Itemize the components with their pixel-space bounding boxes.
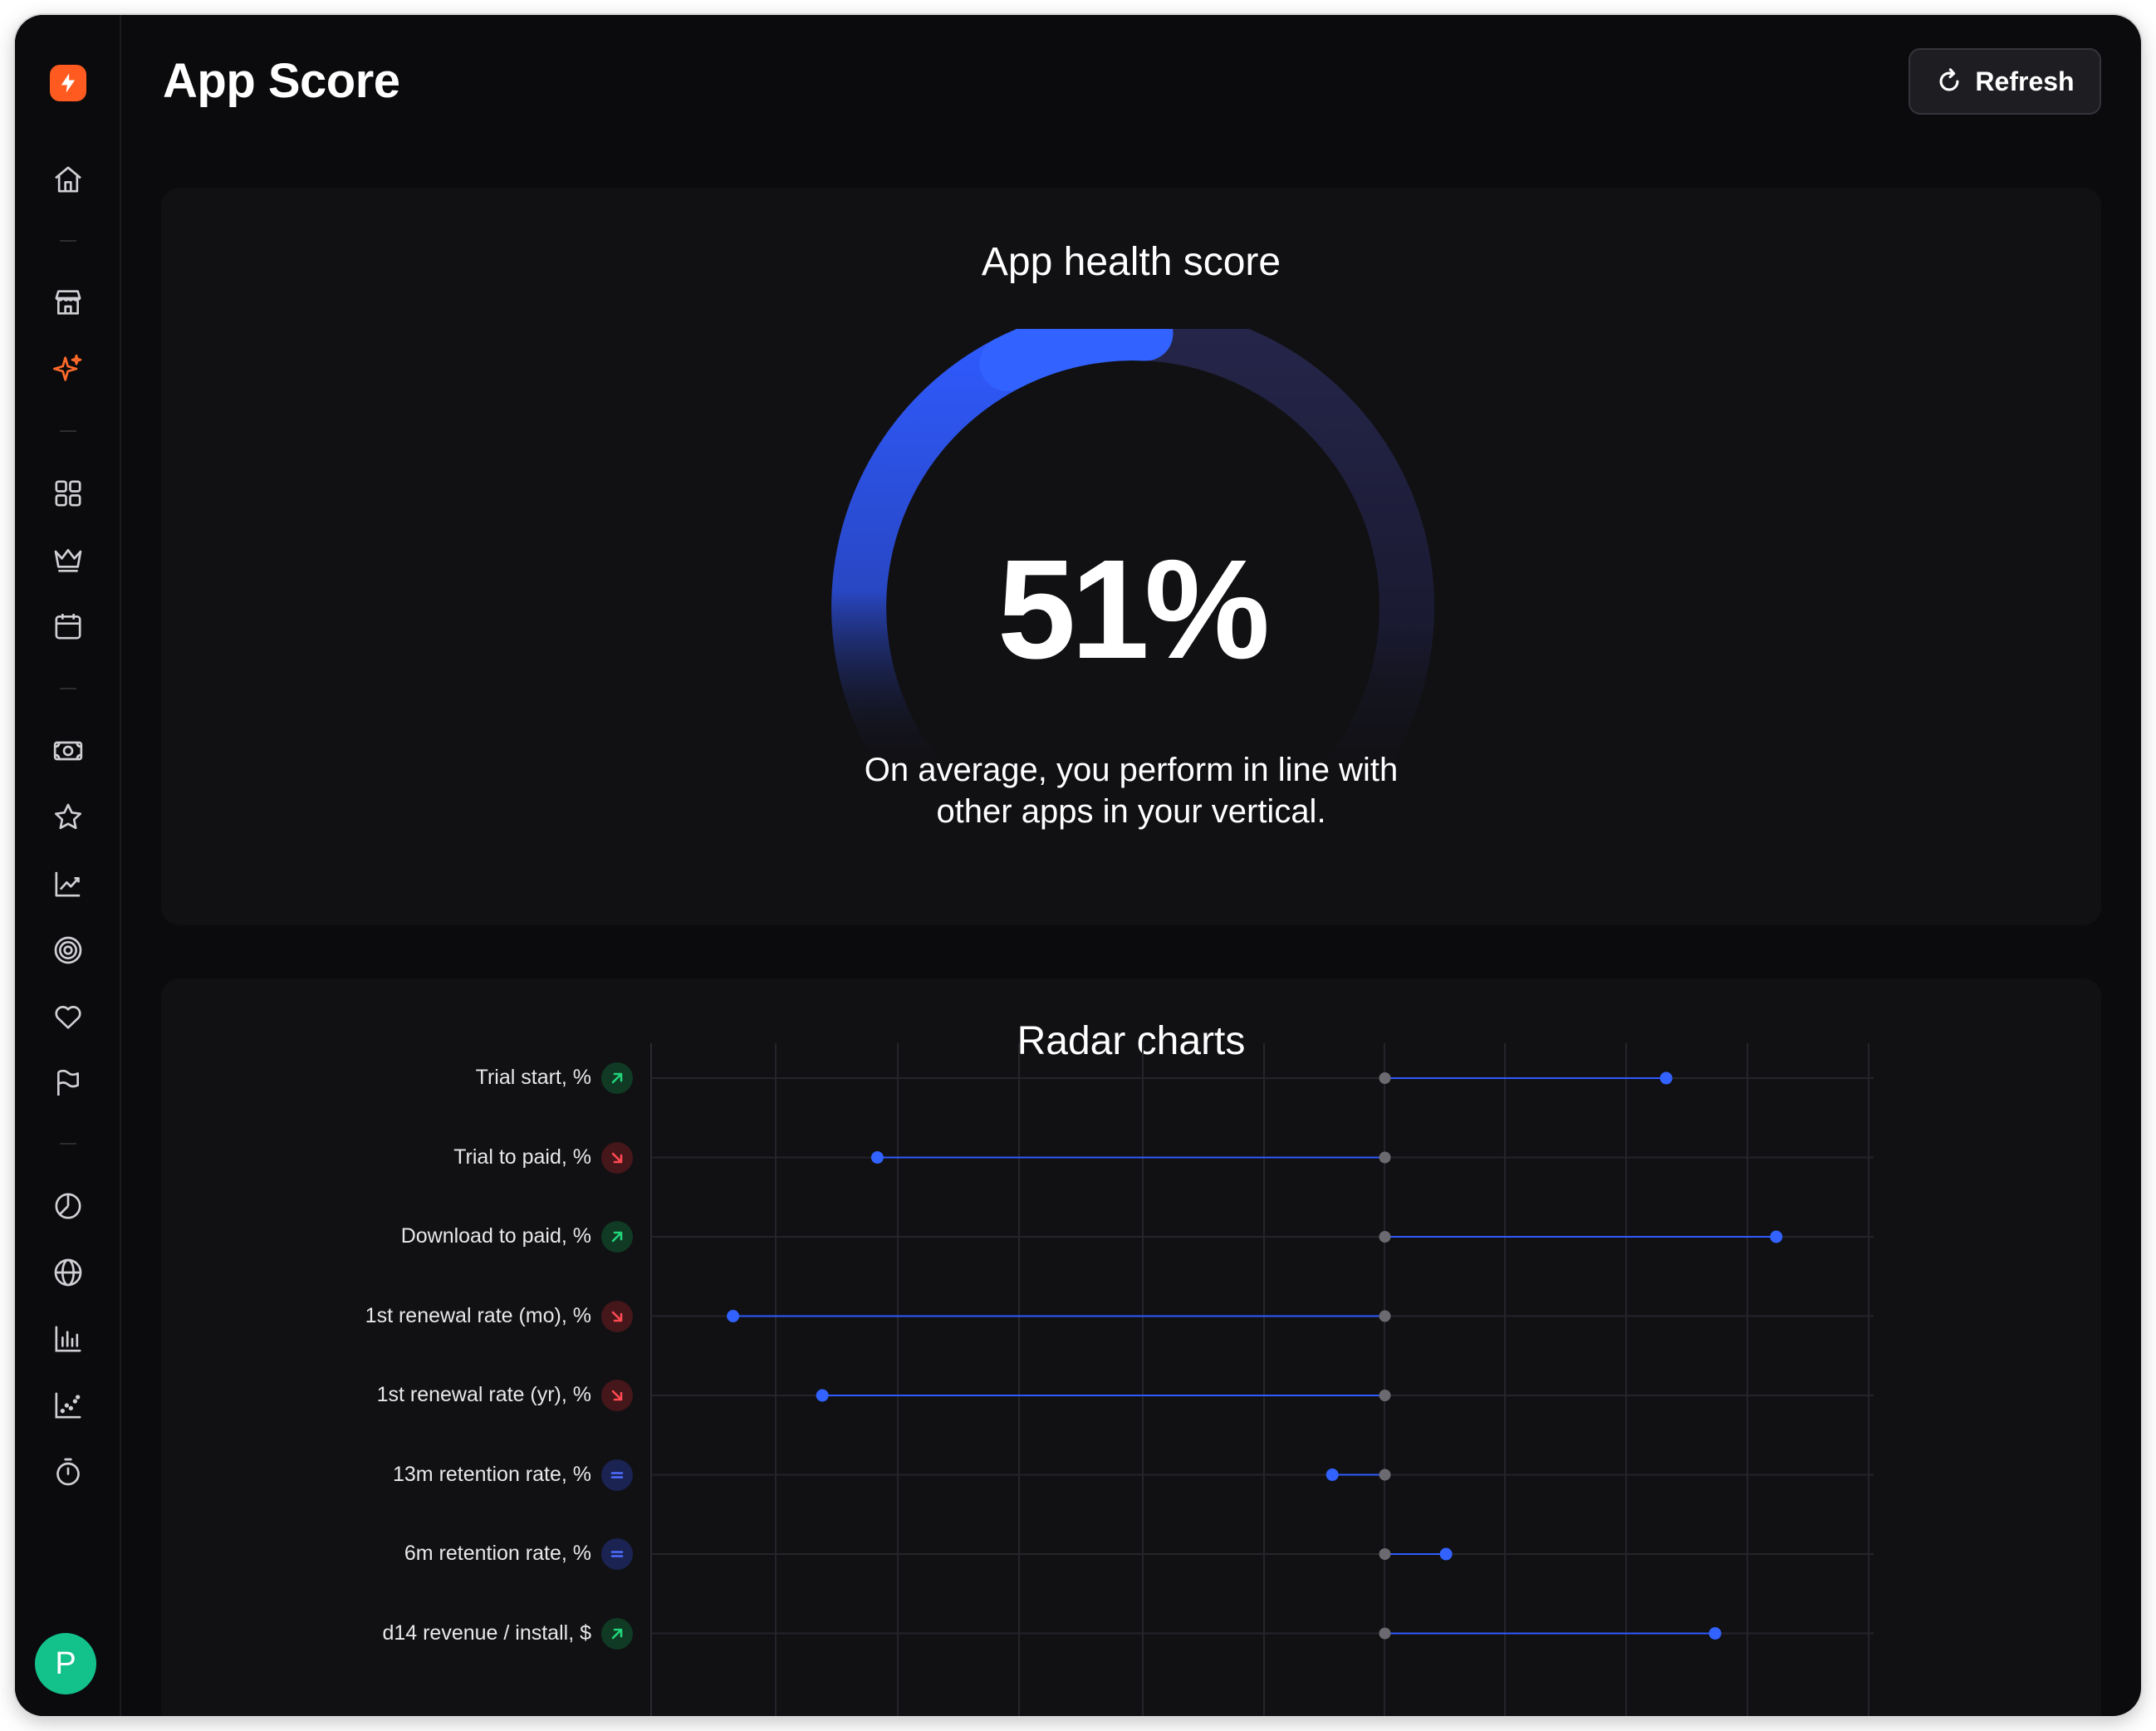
value-point[interactable]: [816, 1389, 829, 1402]
sidebar-item-timing[interactable]: [48, 1452, 88, 1492]
trend-up-badge: [601, 1221, 633, 1253]
grid-icon: [55, 480, 81, 507]
sidebar-item-breakdown[interactable]: [48, 1186, 88, 1226]
sidebar-item-home[interactable]: [48, 159, 88, 199]
trend-up-badge: [601, 1617, 633, 1650]
globe-icon: [54, 1258, 82, 1287]
bolt-logo[interactable]: [50, 65, 86, 101]
health-card-title: App health score: [981, 240, 1281, 284]
trend-same-icon: [610, 1471, 624, 1478]
flag-icon: [57, 1069, 79, 1096]
sidebar-item-store[interactable]: [48, 282, 88, 322]
value-point[interactable]: [1439, 1547, 1453, 1561]
star-icon: [55, 803, 81, 830]
trend-up-badge: [601, 1062, 633, 1094]
row-label: 6m retention rate, %: [404, 1542, 591, 1565]
store-icon: [55, 290, 81, 315]
trend-down-badge: [601, 1141, 633, 1174]
radar-card-title: Radar charts: [1017, 1019, 1246, 1063]
avatar-initial: P: [55, 1645, 76, 1681]
refresh-icon: [1939, 68, 1959, 91]
trend-up-icon: [611, 1072, 623, 1084]
baseline-point: [1379, 1072, 1391, 1084]
trend-down-icon: [611, 1390, 623, 1401]
refresh-button[interactable]: Refresh: [1909, 48, 2101, 115]
trend-up-icon: [611, 1628, 623, 1639]
calendar-icon: [55, 614, 81, 640]
pie-chart-icon: [55, 1193, 81, 1219]
value-point[interactable]: [1770, 1230, 1783, 1243]
money-icon: [53, 741, 83, 761]
baseline-point: [1379, 1231, 1391, 1243]
trend-down-icon: [611, 1152, 623, 1163]
radar-plot: [650, 1043, 1874, 1716]
sidebar-item-flags[interactable]: [48, 1063, 88, 1103]
baseline-point: [1379, 1548, 1391, 1560]
baseline-point: [1379, 1390, 1391, 1401]
sidebar-item-analytics[interactable]: [48, 1319, 88, 1359]
page-title: App Score: [163, 54, 400, 108]
sidebar-divider: [60, 688, 76, 689]
sidebar-item-reviews[interactable]: [48, 797, 88, 837]
health-gauge: [831, 329, 1434, 761]
radar-charts-card: Radar charts Trial start, % Trial to paid…: [161, 978, 2101, 1716]
trend-chart-icon: [55, 871, 81, 897]
sidebar-item-correlation[interactable]: [48, 1385, 88, 1425]
value-point[interactable]: [1325, 1469, 1339, 1481]
sidebar: P: [15, 15, 121, 1716]
trend-same-icon: [610, 1551, 624, 1557]
sidebar-item-premium[interactable]: [48, 540, 88, 580]
home-icon: [55, 166, 81, 193]
gauge-progress-cap: [979, 329, 1174, 391]
baseline-point: [1379, 1627, 1391, 1640]
sidebar-item-dashboard[interactable]: [48, 473, 88, 513]
row-label: Trial start, %: [475, 1066, 591, 1089]
trend-same-badge: [601, 1459, 633, 1491]
value-point[interactable]: [870, 1151, 884, 1164]
app-window: P App Score Refresh App health score: [15, 15, 2141, 1716]
avatar[interactable]: P: [35, 1633, 96, 1694]
trend-up-icon: [611, 1231, 623, 1243]
trend-down-badge: [601, 1300, 633, 1332]
baseline-point: [1379, 1151, 1391, 1164]
sidebar-item-geography[interactable]: [48, 1253, 88, 1292]
sidebar-item-revenue[interactable]: [48, 731, 88, 771]
baseline-point: [1379, 1310, 1391, 1322]
target-icon: [54, 936, 82, 964]
sidebar-item-app-score[interactable]: [48, 349, 88, 389]
health-score-value: 51%: [997, 531, 1270, 689]
refresh-label: Refresh: [1975, 66, 2075, 96]
sparkle-icon: [52, 354, 82, 381]
sidebar-divider: [60, 1143, 76, 1145]
row-label: Trial to paid, %: [453, 1145, 591, 1169]
sidebar-item-favorites[interactable]: [48, 997, 88, 1037]
trend-down-badge: [601, 1380, 633, 1411]
crown-icon: [54, 549, 82, 572]
health-description: On average, you perform in line with oth…: [864, 752, 1399, 830]
value-point[interactable]: [1708, 1627, 1722, 1640]
radar-chart: Trial start, % Trial to paid, % Download t…: [161, 978, 2101, 1716]
row-label: d14 revenue / install, $: [382, 1621, 591, 1645]
sidebar-item-calendar[interactable]: [48, 606, 88, 646]
baseline-point: [1379, 1469, 1391, 1481]
sidebar-divider: [60, 430, 76, 432]
value-point[interactable]: [1659, 1071, 1673, 1085]
timer-icon: [56, 1458, 80, 1486]
sidebar-item-trends[interactable]: [48, 864, 88, 904]
sidebar-item-targets[interactable]: [48, 930, 88, 970]
row-label: 1st renewal rate (yr), %: [376, 1383, 591, 1406]
bar-chart-icon: [55, 1326, 81, 1352]
health-score-card: App health score 51% On average, you per…: [161, 188, 2101, 925]
row-label: 13m retention rate, %: [392, 1462, 591, 1486]
row-label: Download to paid, %: [400, 1224, 591, 1248]
sidebar-divider: [60, 240, 76, 242]
trend-same-badge: [601, 1538, 633, 1570]
trend-down-icon: [611, 1311, 623, 1322]
value-point[interactable]: [727, 1310, 740, 1322]
heart-icon: [55, 1006, 81, 1029]
row-label: 1st renewal rate (mo), %: [365, 1303, 591, 1327]
scatter-chart-icon: [55, 1392, 81, 1419]
